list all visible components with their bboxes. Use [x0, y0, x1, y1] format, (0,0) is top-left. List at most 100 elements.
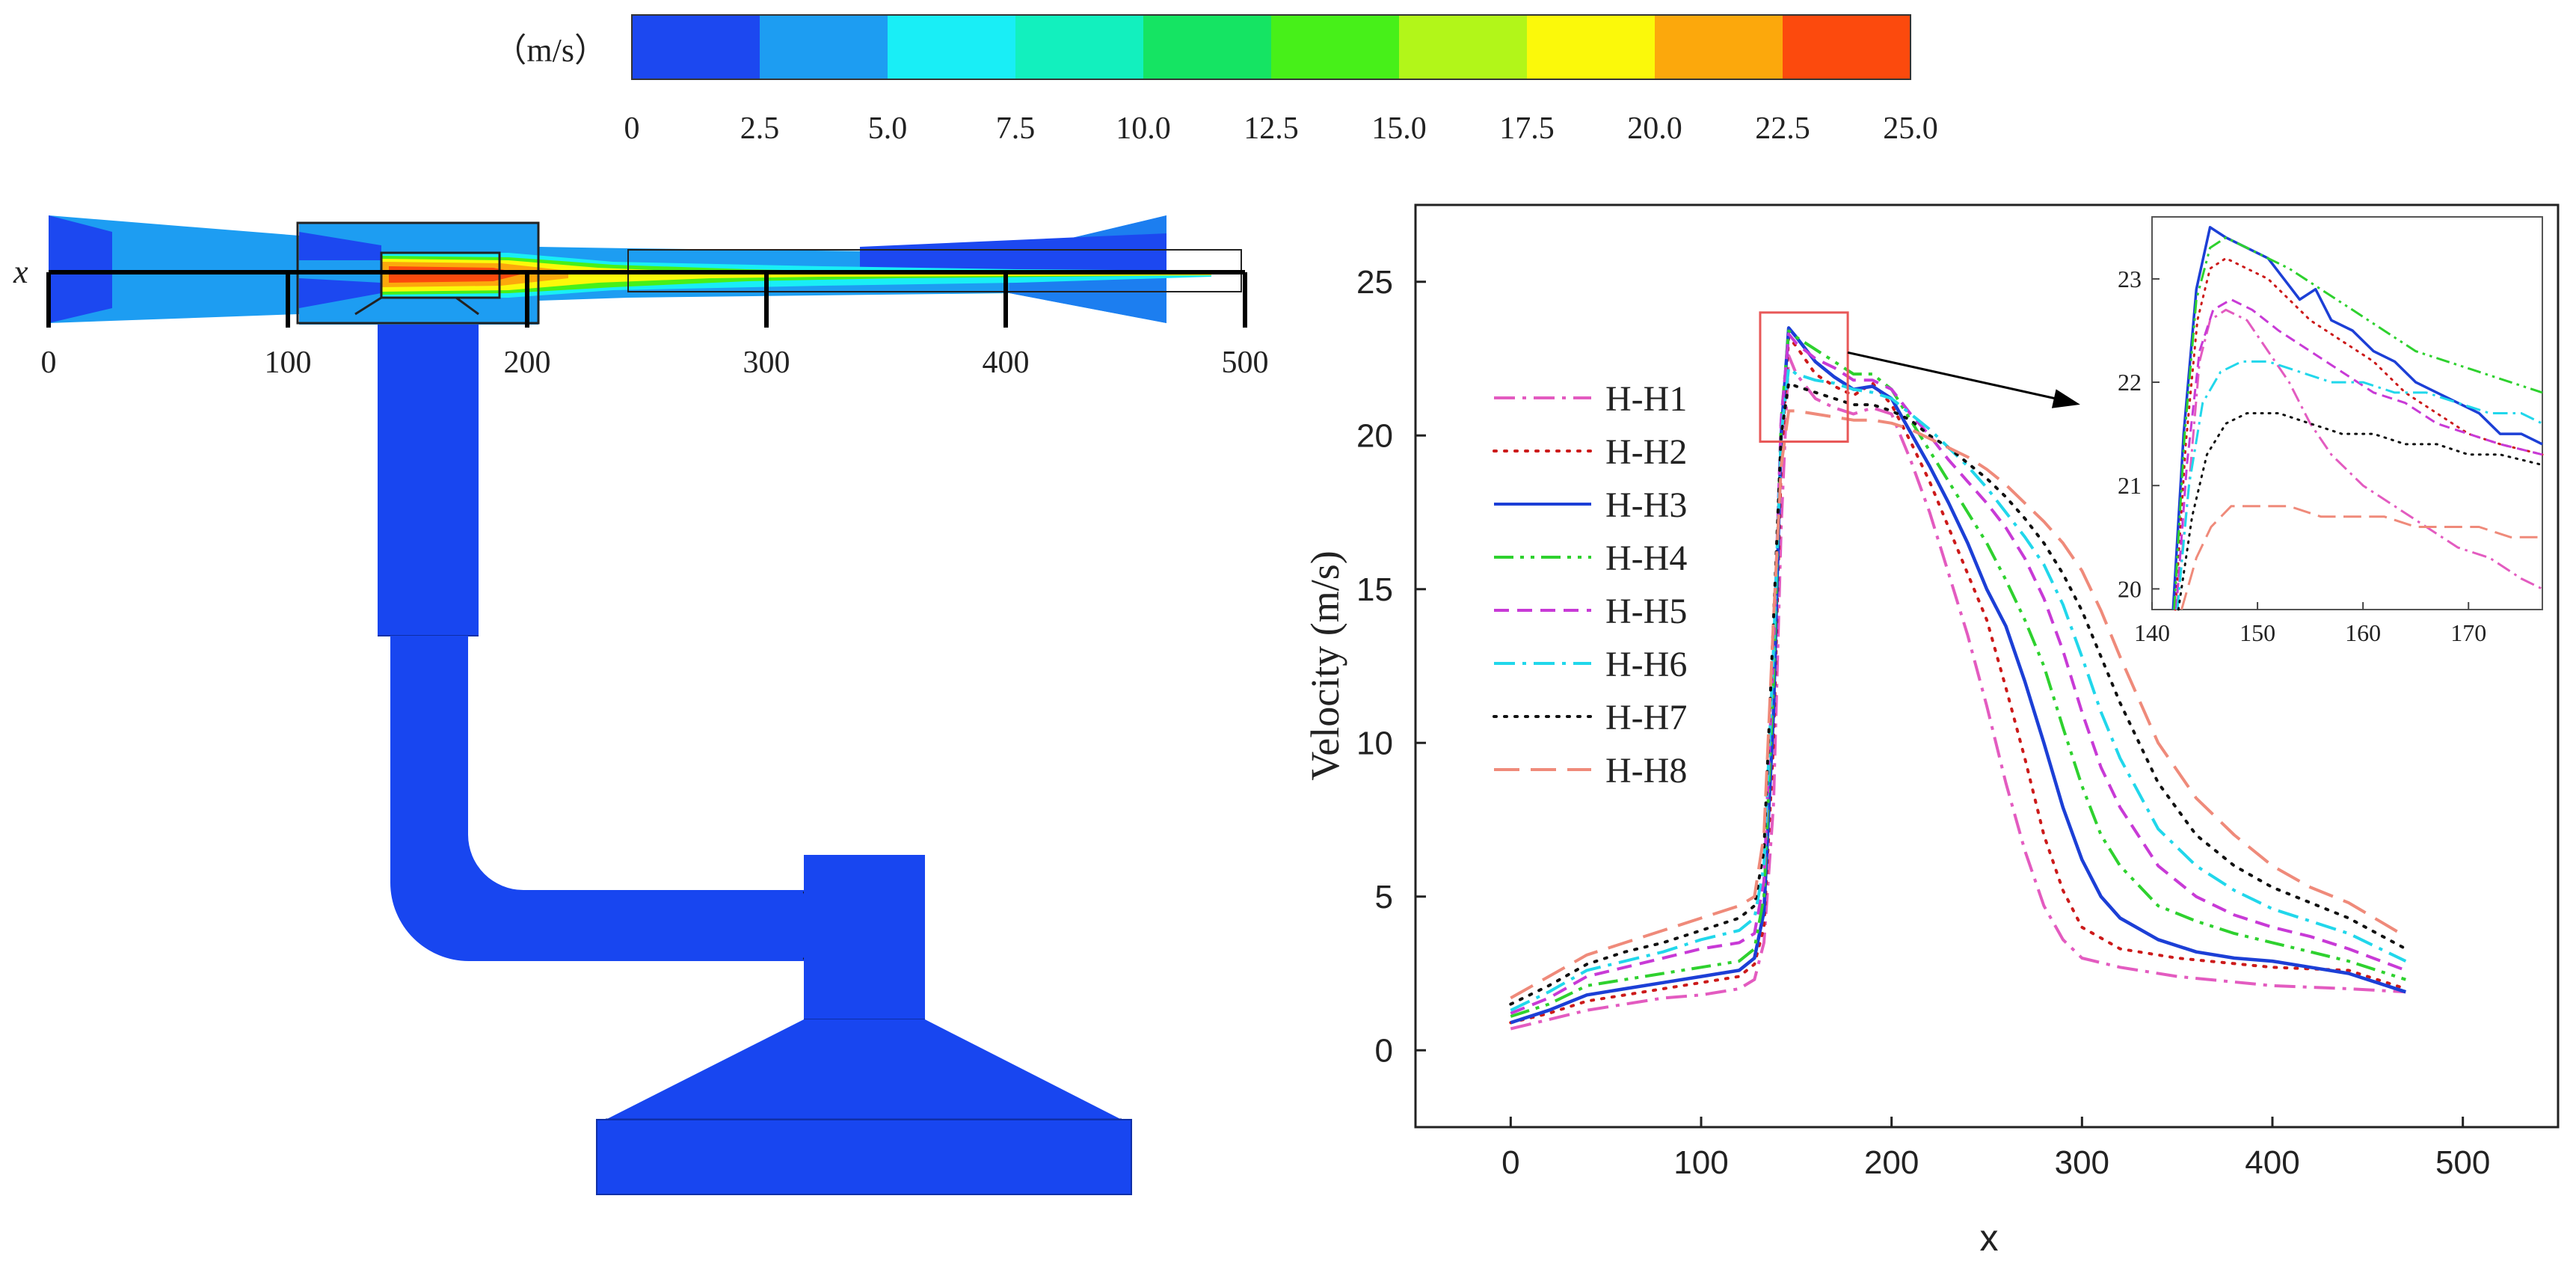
- vertical-duct-upper: [378, 314, 479, 636]
- legend-label-h-h2: H-H2: [1605, 432, 1687, 472]
- outlet-core-dark: [860, 233, 1166, 271]
- geometry-tick-label: 100: [265, 346, 312, 380]
- geometry-x-axis: x 0 100 200 300 400 500: [13, 254, 1269, 380]
- colorbar-tick-label: 12.5: [1244, 111, 1299, 146]
- colorbar-tick-label: 10.0: [1116, 111, 1171, 146]
- colorbar-tick-label: 20.0: [1627, 111, 1682, 146]
- y-tick-label: 5: [1375, 879, 1393, 915]
- x-tick-label: 500: [2435, 1144, 2490, 1181]
- y-tick-label: 10: [1356, 725, 1393, 761]
- colorbar-tick-labels: 0 2.5 5.0 7.5 10.0 12.5 15.0 17.5 20.0 22.5 25.0: [624, 111, 1938, 146]
- inset-chart: 140 150 160 170 20 21 22 23: [2118, 216, 2544, 646]
- elbow-duct: [390, 826, 808, 961]
- inset-series-line-h-h2: [2174, 257, 2544, 611]
- y-tick-label: 0: [1375, 1032, 1393, 1069]
- inset-series-line-h-h5: [2174, 298, 2543, 610]
- series-line-h-h5: [1510, 332, 2407, 1015]
- legend-label-h-h8: H-H8: [1605, 751, 1687, 791]
- y-tick-label: 20: [1356, 417, 1393, 454]
- inset-series-line-h-h7: [2177, 412, 2544, 611]
- geometry-figure: x 0 100 200 300 400 500: [13, 215, 1269, 1195]
- x-tick-label: 0: [1501, 1144, 1519, 1181]
- chart-legend: H-H1 H-H2 H-H3 H-H4 H-H5 H-H6 H-H7 H-H8: [1493, 379, 1687, 791]
- x-tick-label: 100: [1673, 1144, 1728, 1181]
- geometry-tick-label: 200: [504, 346, 551, 380]
- chart-series: [1509, 326, 2408, 1031]
- inset-series-line-h-h6: [2176, 360, 2543, 610]
- colorbar: （m/s） 0 2.5 5.0 7.5 10.0 12.5 15.0 17.5 20.0 22.5…: [494, 14, 1938, 146]
- geometry-axis-symbol: x: [13, 254, 28, 290]
- colorbar-tick-label: 7.5: [996, 111, 1036, 146]
- series-line-h-h2: [1509, 335, 2408, 1025]
- colorbar-cell: [1655, 15, 1783, 79]
- colorbar-cell: [1783, 15, 1911, 79]
- legend-label-h-h7: H-H7: [1605, 698, 1687, 737]
- inset-frame: [2151, 216, 2543, 610]
- inset-x-tick-label: 170: [2450, 619, 2486, 646]
- nozzle-guide-right: [455, 296, 479, 316]
- x-tick-label: 200: [1864, 1144, 1919, 1181]
- colorbar-tick-label: 5.0: [868, 111, 908, 146]
- inset-y-tick-label: 22: [2118, 369, 2142, 396]
- inset-series-line-h-h8: [2180, 505, 2542, 610]
- vertical-duct-lower: [390, 636, 468, 830]
- x-tick-label: 400: [2245, 1144, 2299, 1181]
- colorbar-cell: [632, 15, 760, 79]
- geometry-ticks: 0 100 200 300 400 500: [41, 272, 1269, 380]
- inlet-edge-region: [49, 215, 112, 323]
- chart-y-axis-label: Velocity (m/s): [1303, 550, 1347, 780]
- zoom-arrow: [1847, 351, 2074, 404]
- geometry-tick-label: 0: [41, 346, 57, 380]
- inset-x-tick-label: 140: [2134, 619, 2170, 646]
- inset-series-line-h-h3: [2171, 226, 2543, 610]
- colorbar-tick-label: 2.5: [740, 111, 780, 146]
- inset-y-tick-label: 20: [2118, 575, 2142, 602]
- series-line-h-h8: [1510, 409, 2407, 1000]
- colorbar-cell: [1399, 15, 1528, 79]
- zoom-arrowhead: [2051, 389, 2080, 408]
- legend-label-h-h3: H-H3: [1605, 485, 1687, 525]
- colorbar-tick-label: 15.0: [1371, 111, 1427, 146]
- colorbar-cell: [1271, 15, 1400, 79]
- nozzle-guide-left: [354, 296, 382, 316]
- low-speed-region-top: [299, 232, 381, 260]
- colorbar-unit-label: （m/s）: [494, 32, 607, 69]
- inset-series-line-h-h1: [2174, 308, 2543, 610]
- inset-x-tick-label: 160: [2345, 619, 2381, 646]
- colorbar-tick-label: 25.0: [1883, 111, 1938, 146]
- colorbar-cell: [1527, 15, 1656, 79]
- legend-label-h-h6: H-H6: [1605, 645, 1687, 684]
- colorbar-frame: [631, 14, 1911, 80]
- hood-base: [596, 1119, 1132, 1195]
- colorbar-cells: [632, 15, 1911, 79]
- jet-core-yellow: [381, 259, 1211, 292]
- geometry-tick-label: 500: [1222, 346, 1269, 380]
- legend-label-h-h1: H-H1: [1605, 379, 1687, 419]
- colorbar-cell: [1143, 15, 1272, 79]
- series-line-h-h3: [1510, 326, 2406, 1025]
- low-speed-region-bottom: [299, 278, 381, 308]
- inset-ticks: 140 150 160 170 20 21 22 23: [2118, 266, 2486, 646]
- geometry-tick-label: 300: [743, 346, 790, 380]
- zoom-region-marker: [1759, 311, 1849, 443]
- inset-series: [2171, 226, 2544, 611]
- legend-label-h-h5: H-H5: [1605, 592, 1687, 631]
- hood-box: [804, 855, 925, 1019]
- inset-series-line-h-h4: [2173, 236, 2543, 610]
- colorbar-tick-label: 0: [624, 111, 640, 146]
- series-line-h-h1: [1510, 354, 2406, 1031]
- hood-trapezoid: [606, 1019, 1122, 1120]
- chart-x-axis-label: x: [1980, 1217, 1999, 1259]
- nozzle-box: [380, 251, 501, 299]
- series-line-h-h6: [1510, 366, 2407, 1012]
- y-tick-label: 15: [1356, 571, 1393, 608]
- y-tick-label: 25: [1356, 264, 1393, 301]
- colorbar-cell: [888, 15, 1016, 79]
- series-line-h-h4: [1510, 329, 2406, 1018]
- inset-y-tick-label: 23: [2118, 266, 2142, 292]
- geometry-tick-label: 400: [983, 346, 1030, 380]
- legend-label-h-h4: H-H4: [1605, 539, 1687, 578]
- inset-x-tick-label: 150: [2240, 619, 2275, 646]
- colorbar-tick-label: 17.5: [1499, 111, 1555, 146]
